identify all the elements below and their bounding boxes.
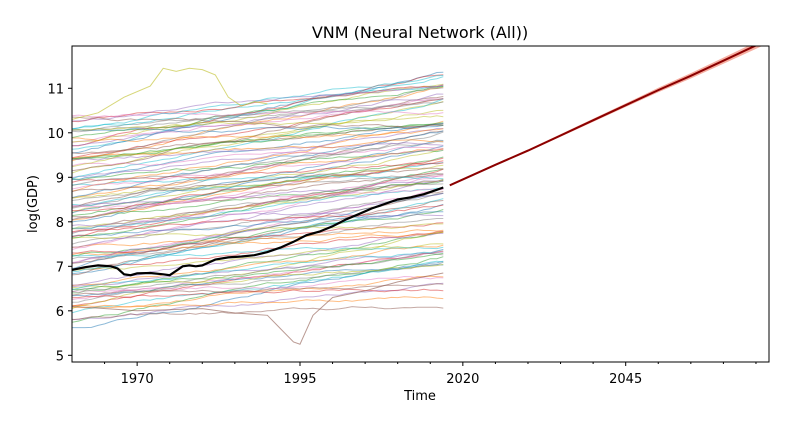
country-history-line (72, 179, 444, 230)
country-history-line (72, 167, 444, 193)
country-history-line (72, 146, 444, 167)
country-history-line (72, 67, 268, 120)
country-history-line (72, 180, 444, 207)
country-history-line (72, 306, 444, 321)
x-tick-label: 1995 (283, 372, 316, 387)
y-tick-label: 8 (56, 216, 64, 231)
y-tick-label: 5 (56, 349, 64, 364)
country-history-line (72, 83, 444, 143)
country-history-line (72, 288, 444, 299)
country-history-line (72, 244, 444, 287)
y-axis-label: log(GDP) (26, 175, 41, 233)
country-history-line (72, 115, 444, 131)
country-history-line (72, 98, 444, 180)
country-history-line (72, 212, 444, 227)
country-history-line (72, 203, 444, 275)
country-history-line (72, 97, 444, 133)
country-history-line (72, 139, 444, 159)
forecast-line (449, 46, 758, 187)
x-axis-label: Time (403, 389, 436, 404)
country-history-line (72, 148, 444, 199)
country-history-line (72, 211, 444, 237)
country-history-line (72, 230, 444, 270)
country-history-line (72, 260, 444, 314)
country-history-line (72, 192, 444, 245)
country-history-line (72, 260, 444, 329)
country-history-line (72, 123, 444, 160)
y-tick-label: 10 (47, 127, 64, 142)
country-history-line (72, 263, 444, 289)
country-history-line (72, 272, 444, 345)
country-history-line (72, 130, 444, 199)
country-history-line (72, 124, 444, 181)
country-history-line (72, 252, 444, 293)
country-history-line (72, 74, 444, 147)
x-tick-label: 2045 (609, 372, 642, 387)
country-history-line (72, 131, 444, 209)
country-history-line (72, 149, 444, 190)
country-history-line (72, 275, 444, 293)
country-history-line (72, 98, 444, 159)
country-history-line (72, 223, 444, 240)
x-tick-label: 1970 (121, 372, 154, 387)
plot-area (72, 46, 763, 345)
x-tick-label: 2020 (446, 372, 479, 387)
chart-title: VNM (Neural Network (All)) (312, 23, 528, 42)
country-history-line (72, 183, 444, 234)
country-history-line (72, 231, 444, 294)
country-history-line (72, 232, 444, 286)
country-history-line (72, 85, 444, 139)
country-history-line (72, 187, 444, 229)
country-history-line (72, 87, 444, 160)
country-history-line (72, 75, 444, 130)
country-history-line (72, 128, 444, 143)
country-history-line (72, 229, 444, 248)
y-tick-label: 7 (56, 260, 64, 275)
country-history-line (72, 222, 444, 254)
country-history-line (72, 204, 444, 233)
y-tick-label: 11 (47, 82, 64, 97)
country-history-line (72, 252, 444, 291)
y-tick-label: 6 (56, 305, 64, 320)
country-history-line (72, 188, 444, 208)
country-history-line (72, 123, 444, 133)
country-history-line (72, 85, 444, 130)
country-history-line (72, 243, 444, 271)
country-history-line (72, 116, 444, 129)
country-history-line (72, 209, 444, 257)
y-tick-label: 9 (56, 171, 64, 186)
country-history-line (72, 84, 444, 122)
country-history-line (72, 174, 444, 186)
axes: 1970 1995 2020 2045 5 6 7 8 9 10 11 (47, 82, 757, 387)
country-history-line (72, 93, 444, 147)
country-history-line (72, 249, 444, 291)
country-history-line (72, 296, 444, 308)
country-history-line (72, 246, 444, 258)
country-history-line (72, 140, 444, 186)
country-history-line (72, 142, 444, 161)
vnm-history-line (72, 186, 444, 277)
plot-frame (71, 45, 770, 363)
country-history-line (72, 231, 444, 256)
country-history-line (72, 127, 444, 179)
country-history-line (72, 173, 444, 218)
